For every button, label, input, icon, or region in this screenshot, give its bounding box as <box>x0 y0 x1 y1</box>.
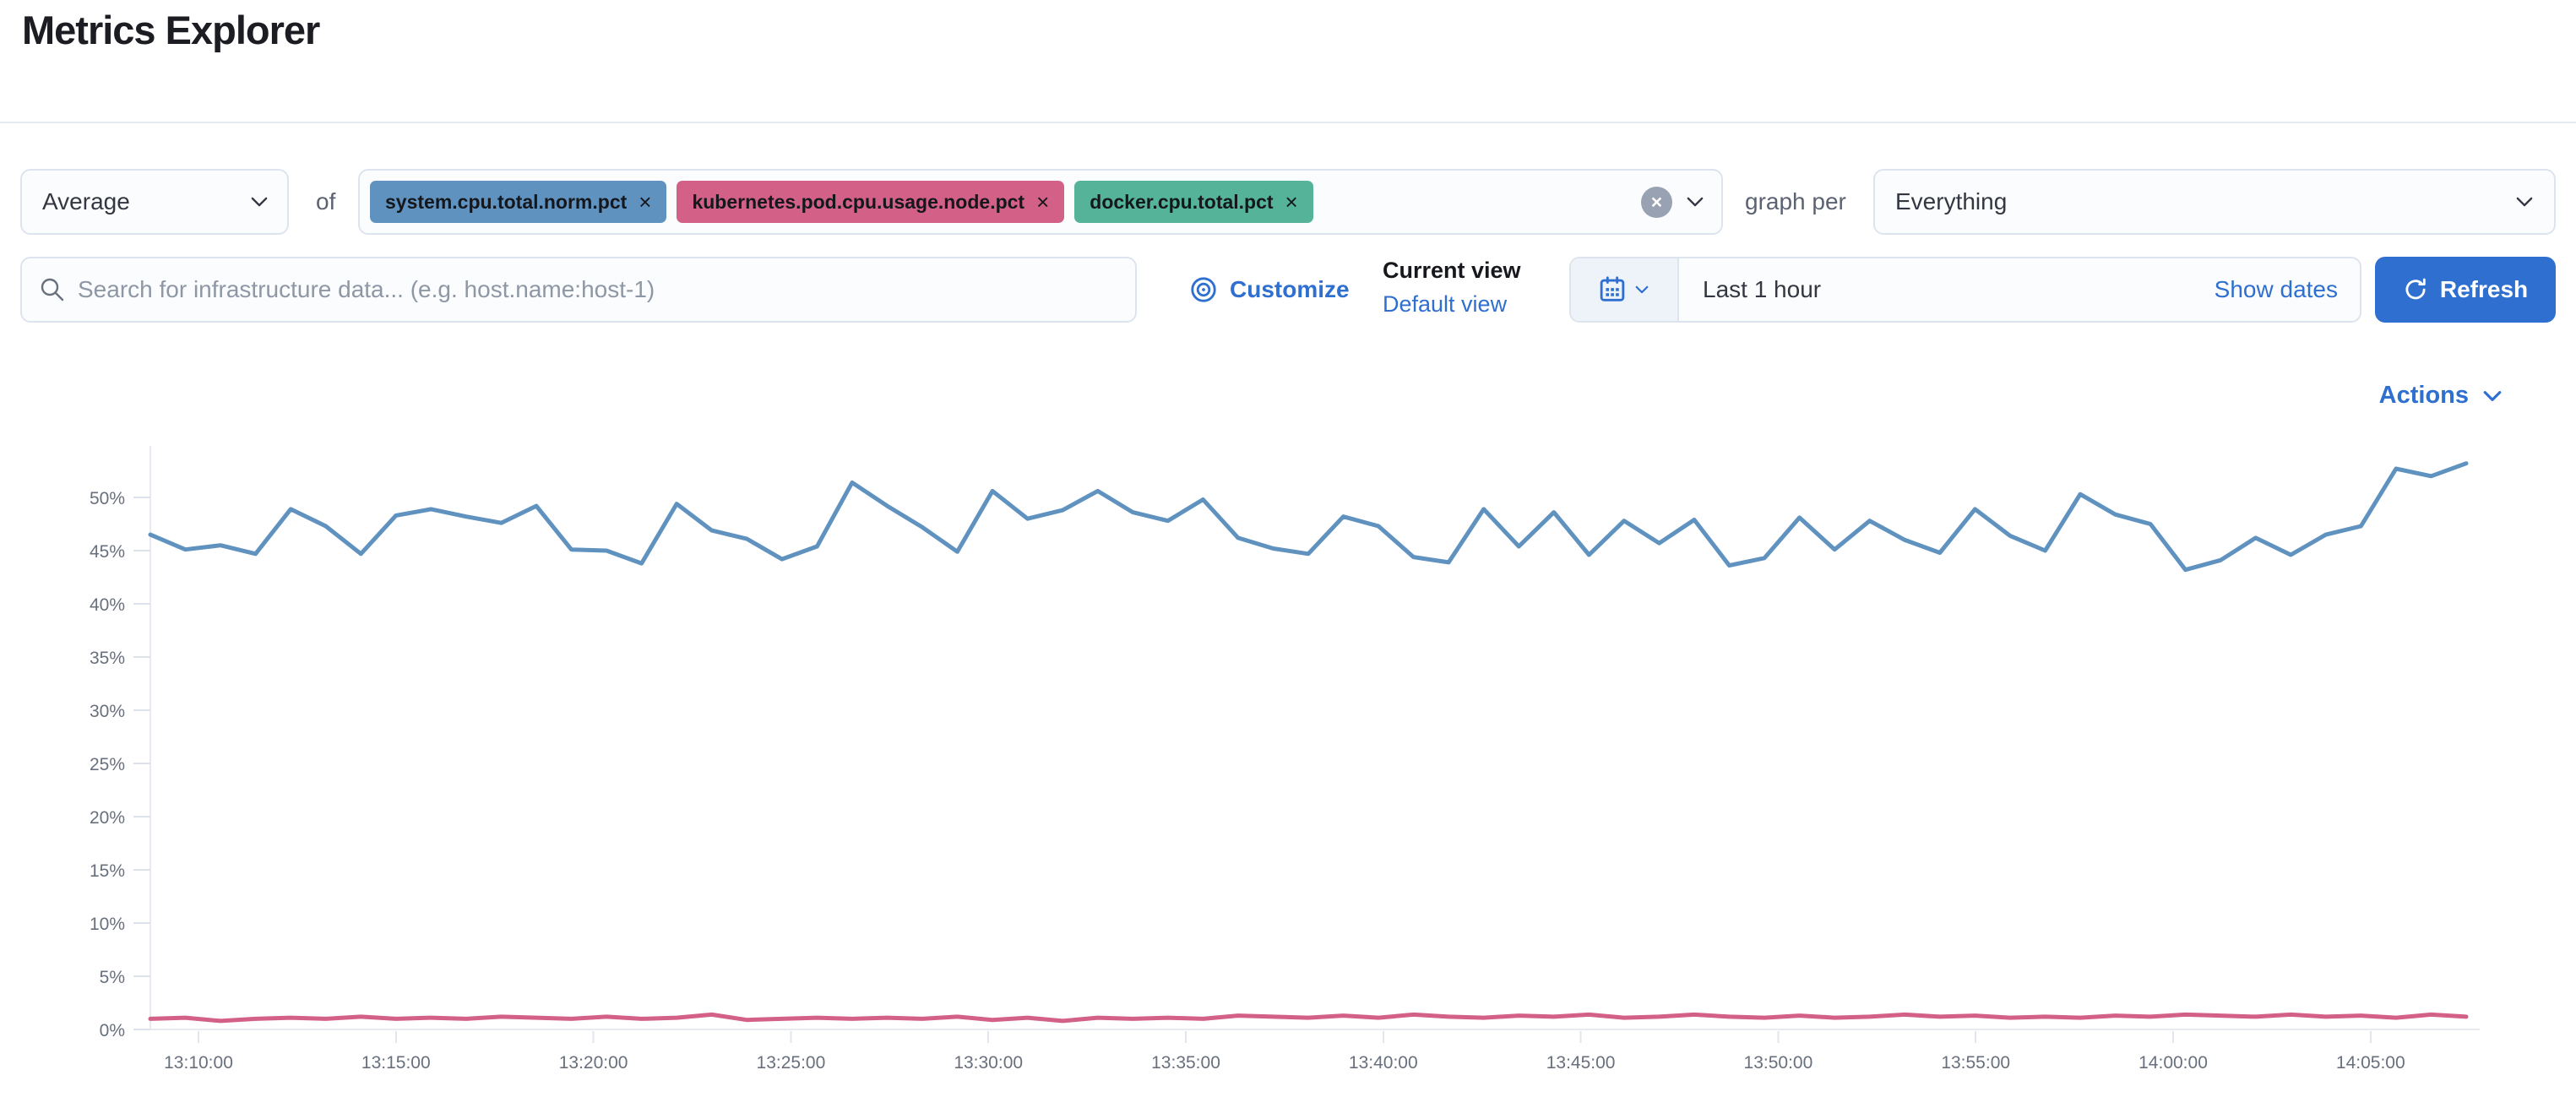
metric-tag[interactable]: system.cpu.total.norm.pct × <box>370 181 667 223</box>
chevron-down-icon <box>248 191 270 213</box>
remove-metric-icon[interactable]: × <box>639 189 652 215</box>
y-axis-tick-label: 10% <box>90 915 125 934</box>
metric-tag-label: docker.cpu.total.pct <box>1090 190 1274 213</box>
metric-tag-label: kubernetes.pod.cpu.usage.node.pct <box>692 190 1025 213</box>
x-axis-tick-label: 13:40:00 <box>1349 1053 1418 1073</box>
refresh-label: Refresh <box>2439 276 2529 302</box>
x-axis-tick-label: 13:20:00 <box>559 1053 628 1073</box>
search-icon <box>39 276 66 303</box>
show-dates-button[interactable]: Show dates <box>2214 276 2338 302</box>
metric-tag[interactable]: docker.cpu.total.pct × <box>1074 181 1313 223</box>
x-axis-tick-label: 13:55:00 <box>1941 1053 2010 1073</box>
metric-tag[interactable]: kubernetes.pod.cpu.usage.node.pct × <box>677 181 1065 223</box>
y-axis-tick-label: 5% <box>100 968 125 987</box>
chevron-down-icon <box>2481 384 2504 408</box>
of-label: of <box>316 188 336 215</box>
chart-series-line <box>148 461 2469 573</box>
x-axis-tick-label: 13:30:00 <box>954 1053 1023 1073</box>
y-axis-tick-label: 30% <box>90 702 125 721</box>
customize-bullseye-icon <box>1189 275 1218 304</box>
clear-metrics-button[interactable]: × <box>1641 186 1672 218</box>
y-axis-tick-label: 35% <box>90 649 125 668</box>
metrics-combobox[interactable]: system.cpu.total.norm.pct × kubernetes.pod… <box>358 169 1723 235</box>
chevron-down-icon <box>1633 281 1650 298</box>
time-range-value[interactable]: Last 1 hour <box>1703 276 1822 302</box>
x-axis-tick-label: 14:00:00 <box>2139 1053 2208 1073</box>
chevron-down-icon <box>2514 191 2535 213</box>
y-axis-tick-label: 0% <box>100 1021 125 1040</box>
refresh-icon <box>2403 277 2428 302</box>
x-axis-tick-label: 13:45:00 <box>1546 1053 1616 1073</box>
chart-series-line <box>148 1012 2469 1024</box>
graph-per-select-value: Everything <box>1895 188 2008 215</box>
chevron-down-icon[interactable] <box>1684 191 1706 213</box>
quick-select-button[interactable] <box>1571 258 1679 321</box>
graph-per-select[interactable]: Everything <box>1873 169 2556 235</box>
page-title: Metrics Explorer <box>22 8 320 52</box>
title-divider <box>0 122 2576 123</box>
actions-menu-button[interactable]: Actions <box>2379 382 2504 410</box>
search-bar <box>20 257 1137 323</box>
cpu-usage-line-chart[interactable]: 50% 45% 40% 35% 30% 25% 20% 15% 10% 5% 0% 13:10:00 1… <box>0 439 2576 1098</box>
current-view-link[interactable]: Default view <box>1383 291 1508 317</box>
calendar-icon <box>1598 275 1627 304</box>
date-picker: Last 1 hour Show dates <box>1569 257 2361 323</box>
y-axis-tick-label: 20% <box>90 808 125 828</box>
current-view-label: Current view <box>1383 258 1521 283</box>
x-axis-tick-label: 13:10:00 <box>164 1053 233 1073</box>
x-axis-tick-label: 13:15:00 <box>361 1053 431 1073</box>
chart-grid <box>133 446 2480 1043</box>
metric-tag-label: system.cpu.total.norm.pct <box>385 190 628 213</box>
customize-button[interactable]: Customize <box>1189 257 1350 323</box>
y-axis-tick-label: 40% <box>90 595 125 615</box>
graph-per-label: graph per <box>1745 188 1846 215</box>
x-axis-tick-label: 14:05:00 <box>2336 1053 2405 1073</box>
customize-label: Customize <box>1230 276 1350 302</box>
search-input[interactable] <box>78 258 1135 321</box>
view-switcher: Current view Default view <box>1383 253 1560 321</box>
aggregation-select-value: Average <box>42 188 130 215</box>
y-axis-tick-label: 50% <box>90 489 125 508</box>
refresh-button[interactable]: Refresh <box>2375 257 2556 323</box>
remove-metric-icon[interactable]: × <box>1285 189 1298 215</box>
y-axis-tick-label: 45% <box>90 542 125 562</box>
actions-label: Actions <box>2378 382 2469 409</box>
x-axis-tick-label: 13:35:00 <box>1151 1053 1220 1073</box>
x-axis-tick-label: 13:50:00 <box>1744 1053 1813 1073</box>
remove-metric-icon[interactable]: × <box>1036 189 1050 215</box>
y-axis-tick-label: 25% <box>90 755 125 774</box>
y-axis-tick-label: 15% <box>90 861 125 881</box>
aggregation-select[interactable]: Average <box>20 169 289 235</box>
x-axis-tick-label: 13:25:00 <box>757 1053 826 1073</box>
metrics-tag-list: system.cpu.total.norm.pct × kubernetes.pod… <box>370 181 1641 223</box>
